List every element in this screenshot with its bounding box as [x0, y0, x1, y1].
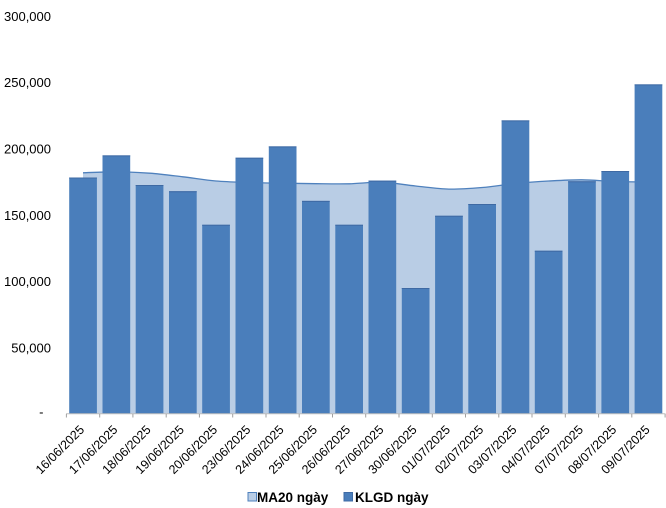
svg-text:200,000: 200,000	[4, 142, 51, 157]
svg-text:250,000: 250,000	[4, 75, 51, 90]
svg-text:300,000: 300,000	[4, 9, 51, 24]
svg-text:KLGD ngày: KLGD ngày	[355, 490, 429, 505]
svg-text:MA20 ngày: MA20 ngày	[257, 490, 329, 505]
svg-text:50,000: 50,000	[11, 341, 51, 356]
svg-text:100,000: 100,000	[4, 274, 51, 289]
svg-text:150,000: 150,000	[4, 208, 51, 223]
svg-text:-: -	[39, 405, 43, 420]
